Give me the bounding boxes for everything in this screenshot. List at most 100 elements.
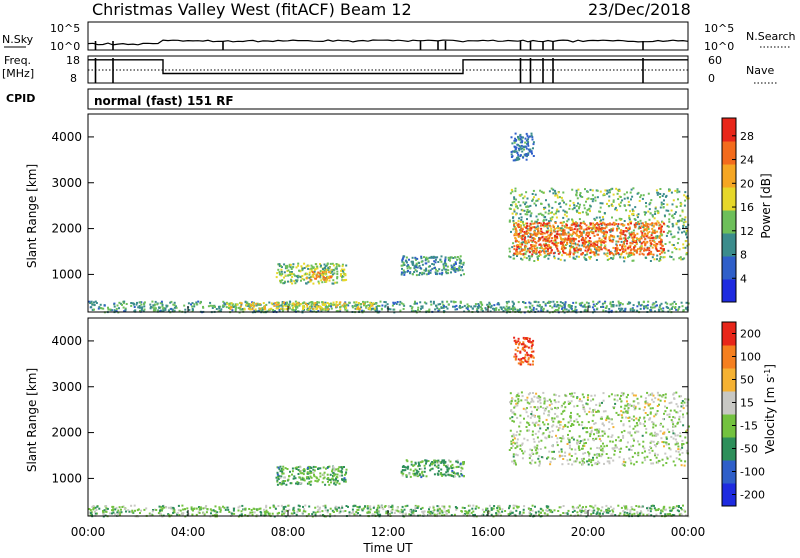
- velocity-cell: [265, 506, 267, 508]
- power-cell: [193, 305, 195, 307]
- power-cell: [294, 275, 296, 277]
- velocity-cell: [362, 509, 364, 511]
- power-cell: [518, 217, 520, 219]
- power-cell: [514, 190, 516, 192]
- power-cell: [654, 306, 656, 308]
- power-cell: [579, 303, 581, 305]
- velocity-cell: [279, 477, 281, 479]
- power-cell: [620, 218, 622, 220]
- velocity-cell: [686, 405, 688, 407]
- power-cell: [376, 308, 378, 310]
- power-cell: [586, 232, 588, 234]
- power-cell: [228, 305, 230, 307]
- power-cell: [522, 253, 524, 255]
- velocity-cell: [293, 475, 295, 477]
- power-cell: [165, 307, 167, 309]
- velocity-cell: [663, 445, 665, 447]
- velocity-cell: [314, 470, 316, 472]
- power-cell: [643, 250, 645, 252]
- velocity-cell: [546, 506, 548, 508]
- power-cell: [336, 276, 338, 278]
- power-cell: [533, 260, 535, 262]
- power-cell: [513, 245, 515, 247]
- power-cell: [646, 228, 648, 230]
- velocity-cell: [162, 508, 164, 510]
- power-cell: [425, 262, 427, 264]
- velocity-cell: [292, 468, 294, 470]
- velocity-cell: [550, 511, 552, 513]
- power-cell: [664, 256, 666, 258]
- velocity-cell: [302, 478, 304, 480]
- power-cell: [428, 309, 430, 311]
- power-cell: [283, 301, 285, 303]
- power-cell: [634, 218, 636, 220]
- cpid-label: CPID: [6, 92, 35, 105]
- velocity-cell: [284, 480, 286, 482]
- power-cell: [669, 213, 671, 215]
- power-cell: [553, 305, 555, 307]
- power-data-layer: [88, 133, 689, 314]
- nsearch-tick-bottom: 10^0: [704, 40, 734, 53]
- power-cell: [436, 256, 438, 258]
- power-cell: [296, 275, 298, 277]
- power-cell: [411, 306, 413, 308]
- power-cell: [611, 305, 613, 307]
- power-cell: [600, 191, 602, 193]
- power-cell: [604, 302, 606, 304]
- power-cell: [512, 307, 514, 309]
- power-colorbar-swatch: [722, 141, 736, 165]
- power-cell: [518, 149, 520, 151]
- velocity-cell: [443, 464, 445, 466]
- velocity-cell: [207, 508, 209, 510]
- power-cell: [541, 231, 543, 233]
- power-cell: [538, 198, 540, 200]
- power-cell: [542, 236, 544, 238]
- power-cell: [624, 220, 626, 222]
- velocity-cell: [424, 471, 426, 473]
- power-cell: [537, 258, 539, 260]
- velocity-cell: [377, 510, 379, 512]
- velocity-cell: [382, 508, 384, 510]
- power-cell: [656, 258, 658, 260]
- velocity-cell: [519, 513, 521, 515]
- power-cell: [345, 265, 347, 267]
- power-cell: [672, 236, 674, 238]
- velocity-cell: [606, 453, 608, 455]
- velocity-cell: [437, 510, 439, 512]
- power-cell: [323, 271, 325, 273]
- velocity-cell: [299, 466, 301, 468]
- power-cell: [90, 306, 92, 308]
- power-cell: [606, 305, 608, 307]
- velocity-cell: [567, 513, 569, 515]
- velocity-cell: [592, 398, 594, 400]
- velocity-cell: [538, 511, 540, 513]
- power-cell: [658, 250, 660, 252]
- velocity-cell: [511, 461, 513, 463]
- power-cell: [656, 231, 658, 233]
- power-cell: [576, 190, 578, 192]
- power-cell: [467, 308, 469, 310]
- power-cell: [667, 210, 669, 212]
- velocity-cell: [673, 506, 675, 508]
- power-cell: [511, 151, 513, 153]
- velocity-cell: [338, 507, 340, 509]
- velocity-cell: [346, 469, 348, 471]
- velocity-cell: [191, 514, 193, 516]
- power-colorbar-tick-label: 12: [740, 225, 754, 238]
- power-cell: [506, 309, 508, 311]
- velocity-cell: [299, 510, 301, 512]
- power-cell: [279, 271, 281, 273]
- power-cell: [539, 190, 541, 192]
- velocity-cell: [202, 507, 204, 509]
- velocity-cell: [576, 507, 578, 509]
- power-cell: [338, 265, 340, 267]
- velocity-cell: [549, 431, 551, 433]
- velocity-cell: [433, 507, 435, 509]
- power-cell: [443, 263, 445, 265]
- power-cell: [512, 213, 514, 215]
- velocity-cell: [299, 482, 301, 484]
- power-cell: [419, 301, 421, 303]
- power-cell: [623, 260, 625, 262]
- velocity-cell: [170, 507, 172, 509]
